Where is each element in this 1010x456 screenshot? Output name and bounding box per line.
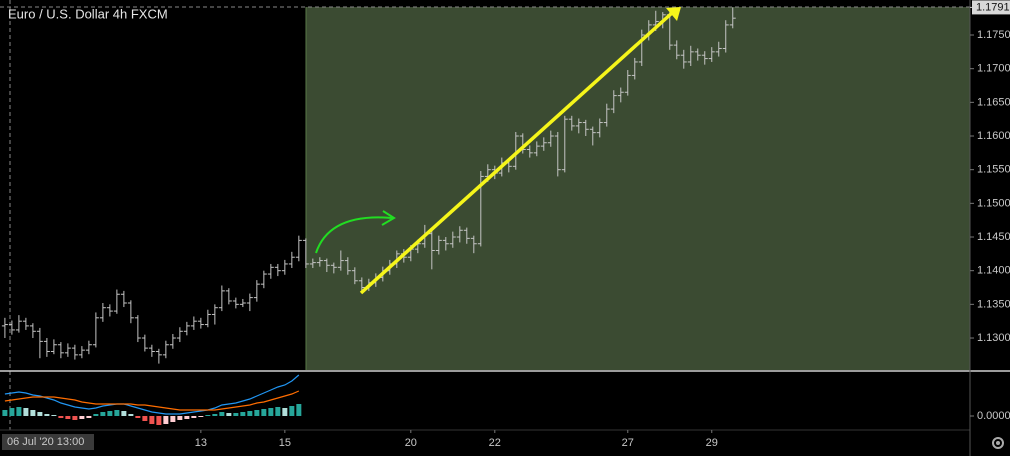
histogram-bar	[177, 416, 183, 420]
replay-region	[306, 7, 970, 370]
y-tick-label: 1.1700	[977, 63, 1010, 75]
histogram-bar	[254, 410, 260, 416]
y-tick-label: 1.1650	[977, 96, 1010, 108]
histogram-bar	[37, 412, 43, 416]
x-tick-label: 13	[195, 437, 207, 449]
histogram-bar	[261, 409, 267, 416]
histogram-bar	[156, 416, 162, 425]
histogram-bar	[135, 416, 141, 418]
histogram-bar	[114, 410, 120, 416]
histogram-bar	[219, 412, 225, 416]
x-tick-label: 22	[489, 437, 501, 449]
y-tick-label: 1.1400	[977, 265, 1010, 277]
histogram-bar	[198, 416, 204, 417]
histogram-bar	[2, 410, 8, 416]
histogram-bar	[93, 414, 99, 416]
settings-gear[interactable]	[992, 437, 1004, 449]
histogram-bar	[79, 416, 85, 419]
histogram-bar	[191, 416, 197, 418]
histogram-bar	[142, 416, 148, 421]
x-tick-label: 27	[622, 437, 634, 449]
histogram-bar	[16, 407, 22, 416]
histogram-bar	[128, 414, 134, 416]
y-tick-label: 1.1600	[977, 130, 1010, 142]
histogram-bar	[240, 412, 246, 416]
y-tick-label: 0.0000	[977, 410, 1010, 422]
indicator-line	[4, 374, 300, 415]
histogram-bar	[282, 408, 288, 416]
y-tick-label: 1.1550	[977, 164, 1010, 176]
histogram-bar	[72, 416, 78, 420]
histogram-bar	[9, 408, 15, 416]
histogram-bar	[30, 410, 36, 416]
green-arrow	[315, 216, 393, 254]
histogram-bar	[212, 414, 218, 416]
histogram-bar	[296, 404, 302, 416]
last-price-label: 1.1791	[976, 1, 1010, 13]
histogram-bar	[170, 416, 176, 422]
y-tick-label: 1.1300	[977, 332, 1010, 344]
histogram-bar	[275, 407, 281, 416]
y-tick-label: 1.1450	[977, 231, 1010, 243]
histogram-bar	[226, 413, 232, 416]
yellow-arrow	[359, 11, 674, 295]
y-tick-label: 1.1750	[977, 29, 1010, 41]
indicator-line	[4, 390, 300, 411]
y-tick-label: 1.1500	[977, 197, 1010, 209]
x-tick-label: 20	[405, 437, 417, 449]
crosshair-label: 06 Jul '20 13:00	[7, 436, 84, 448]
last-price-box	[972, 0, 1010, 15]
settings-gear-center[interactable]	[996, 441, 1000, 445]
green-arrow-head	[381, 210, 396, 226]
histogram-bar	[149, 416, 155, 424]
histogram-bar	[233, 413, 239, 416]
histogram-bar	[121, 411, 127, 416]
chart-title: Euro / U.S. Dollar 4h FXCM	[8, 6, 168, 21]
histogram-bar	[58, 416, 64, 418]
histogram-bar	[163, 416, 169, 424]
histogram-bar	[205, 415, 211, 416]
histogram-bar	[51, 415, 57, 416]
histogram-bar	[289, 406, 295, 416]
histogram-bar	[268, 408, 274, 416]
histogram-bar	[65, 416, 71, 419]
histogram-bar	[44, 414, 50, 416]
yellow-arrow-head	[666, 7, 681, 21]
histogram-bar	[184, 416, 190, 419]
histogram-bar	[247, 411, 253, 416]
crosshair-label-box	[2, 434, 94, 450]
x-tick-label: 29	[706, 437, 718, 449]
histogram-bar	[86, 416, 92, 418]
y-tick-label: 1.1350	[977, 298, 1010, 310]
x-tick-label: 15	[279, 437, 291, 449]
settings-icon[interactable]	[992, 437, 1004, 449]
histogram-bar	[107, 411, 113, 416]
histogram-bar	[100, 412, 106, 416]
histogram-bar	[23, 408, 29, 416]
